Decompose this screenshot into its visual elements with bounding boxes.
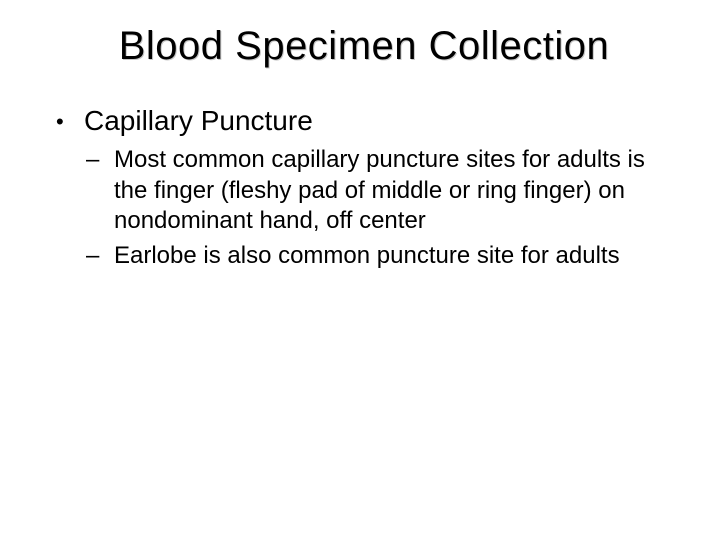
sub-bullet-list: Most common capillary puncture sites for… (84, 145, 672, 272)
bullet-level2-text: Most common capillary puncture sites for… (114, 146, 645, 234)
slide-title: Blood Specimen Collection (56, 24, 672, 69)
bullet-level2: Most common capillary puncture sites for… (84, 145, 672, 237)
bullet-level2: Earlobe is also common puncture site for… (84, 241, 672, 272)
bullet-list: Capillary Puncture Most common capillary… (56, 105, 672, 272)
bullet-level1-text: Capillary Puncture (84, 105, 313, 136)
bullet-level1: Capillary Puncture Most common capillary… (56, 105, 672, 272)
bullet-level2-text: Earlobe is also common puncture site for… (114, 242, 620, 269)
